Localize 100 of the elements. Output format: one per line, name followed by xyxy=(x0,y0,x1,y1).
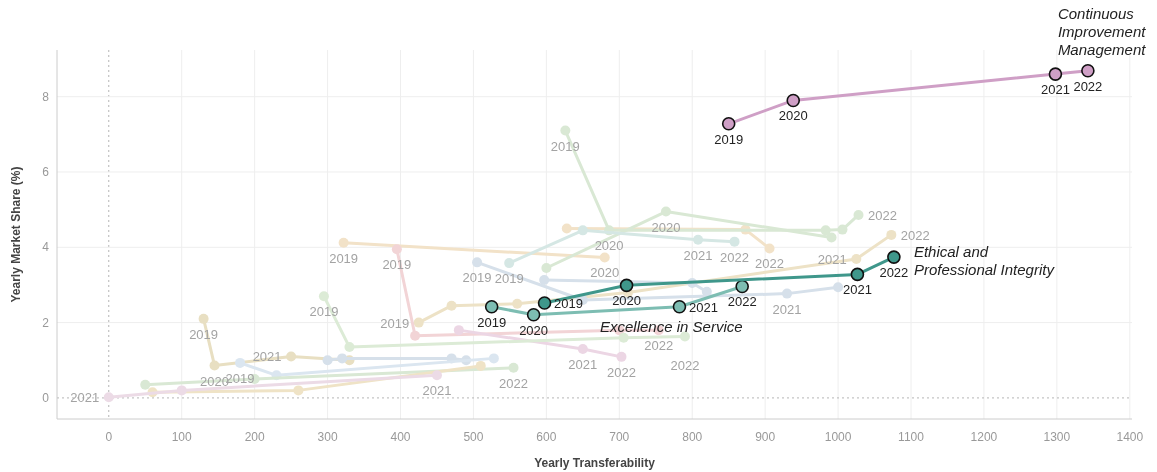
annotation: 2022 xyxy=(720,249,749,265)
point xyxy=(537,296,552,310)
annotation: 2022 xyxy=(868,207,897,223)
series-label: Continuous Improvement Management xyxy=(1057,4,1147,58)
annotation: 2021 xyxy=(817,251,847,267)
point xyxy=(837,224,848,235)
point xyxy=(887,250,901,264)
x-tick-label: 700 xyxy=(609,430,630,444)
point xyxy=(453,325,464,336)
point xyxy=(735,279,749,294)
x-tick-label: 1000 xyxy=(824,430,852,444)
point xyxy=(539,275,550,286)
annotation: 2022 xyxy=(644,338,674,354)
annotation: 2022 xyxy=(607,364,636,380)
point xyxy=(198,313,209,324)
x-tick-label: 1100 xyxy=(898,430,925,444)
x-axis-title: Yearly Transferability xyxy=(534,456,656,470)
x-tick-label: 300 xyxy=(317,430,338,444)
point xyxy=(850,267,865,282)
annotation: 2019 xyxy=(714,131,744,147)
x-tick-label: 800 xyxy=(682,430,703,444)
point xyxy=(508,362,519,373)
point xyxy=(337,353,348,364)
point xyxy=(616,351,627,362)
x-tick-label: 1300 xyxy=(1043,430,1071,444)
annotation: 2020 xyxy=(590,265,620,281)
annotation: 2022 xyxy=(1073,78,1103,94)
point xyxy=(618,332,629,343)
y-axis-title: Yearly Market Share (%) xyxy=(9,166,23,303)
x-tick-label: 200 xyxy=(244,430,265,444)
annotation: 2020 xyxy=(519,322,549,338)
y-tick-label: 0 xyxy=(42,390,50,405)
point xyxy=(786,93,801,108)
x-tick-label: 0 xyxy=(105,430,113,444)
x-tick-label: 400 xyxy=(390,430,411,444)
point xyxy=(693,234,704,245)
point xyxy=(103,392,114,403)
annotation: 2022 xyxy=(727,294,757,310)
annotation: 2019 xyxy=(494,271,524,287)
point xyxy=(833,282,844,293)
annotation: 2022 xyxy=(879,265,909,281)
point xyxy=(504,258,515,269)
x-tick-label: 1400 xyxy=(1116,430,1144,444)
point xyxy=(472,257,483,268)
annotation: 2020 xyxy=(778,108,808,124)
point xyxy=(235,357,246,368)
point xyxy=(826,232,837,243)
point xyxy=(446,300,457,311)
annotation: 2020 xyxy=(651,219,681,235)
point xyxy=(729,236,740,247)
point xyxy=(488,353,499,364)
y-tick-label: 6 xyxy=(42,165,50,179)
annotation: 2021 xyxy=(683,247,713,263)
annotation: 2021 xyxy=(1040,82,1070,98)
point xyxy=(820,225,831,236)
x-tick-label: 600 xyxy=(536,430,557,444)
annotation: 2021 xyxy=(842,282,872,298)
point xyxy=(413,317,424,328)
point xyxy=(853,209,864,220)
point xyxy=(577,343,588,354)
annotation: 2021 xyxy=(252,349,282,365)
point xyxy=(560,125,571,136)
annotation: 2021 xyxy=(772,301,802,317)
x-tick-label: 1200 xyxy=(970,430,998,444)
point xyxy=(619,278,634,293)
point xyxy=(475,360,486,371)
annotation: 2019 xyxy=(309,304,339,320)
point xyxy=(851,253,862,264)
point xyxy=(577,225,588,236)
point xyxy=(431,370,442,381)
annotation: 2019 xyxy=(329,250,359,266)
point xyxy=(338,237,349,248)
x-tick-label: 900 xyxy=(755,430,776,444)
annotation: 2020 xyxy=(594,238,624,254)
point xyxy=(140,379,151,390)
annotation: 2019 xyxy=(382,257,412,273)
annotation: 2019 xyxy=(380,315,410,331)
y-tick-label: 2 xyxy=(42,315,50,330)
point xyxy=(672,299,687,314)
point xyxy=(293,385,304,396)
point xyxy=(782,288,793,299)
point xyxy=(679,331,690,342)
point xyxy=(1048,67,1063,81)
annotation: 2019 xyxy=(554,296,583,312)
y-tick-label: 8 xyxy=(42,89,50,104)
annotation: 2022 xyxy=(755,256,784,272)
annotation: 2022 xyxy=(900,227,930,243)
point xyxy=(344,342,355,353)
annotation: 2021 xyxy=(70,390,100,406)
point xyxy=(660,206,671,217)
point xyxy=(176,385,187,396)
point xyxy=(561,223,572,234)
point xyxy=(1081,63,1095,78)
point xyxy=(322,355,333,366)
point xyxy=(541,263,552,274)
annotation: 2019 xyxy=(462,270,492,286)
point xyxy=(318,291,329,302)
series-label: Excellence in Service xyxy=(599,318,743,336)
point xyxy=(391,244,402,255)
annotation: 2022 xyxy=(499,375,529,391)
